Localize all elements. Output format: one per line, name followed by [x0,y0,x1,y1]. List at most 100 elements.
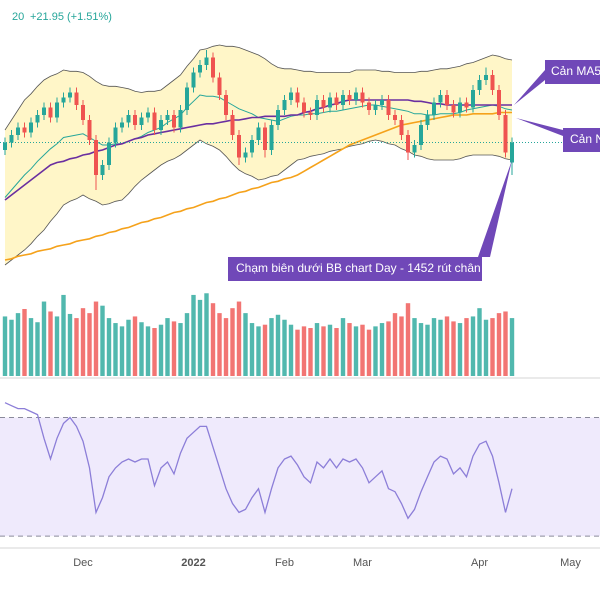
candle-body [165,115,170,120]
volume-bar [347,323,352,376]
candle-body [464,102,469,108]
candle-body [399,120,404,135]
candle-body [217,77,222,95]
candle-body [289,92,293,100]
volume-bar [256,326,261,376]
volume-bar [223,318,229,376]
candle-body [510,142,514,163]
candle-body [211,57,215,78]
volume-bar [392,313,398,376]
volume-bar [321,326,326,376]
candle-body [146,112,150,118]
candle-body [100,165,105,175]
volume-bar [509,318,515,376]
callout: Cản N [516,118,600,152]
volume-bar [106,318,112,376]
candle-body [3,142,7,150]
volume-bar [48,311,53,376]
candle-body [243,152,248,158]
candle-body [191,72,196,88]
volume-bar [438,319,443,376]
volume-bar [249,323,255,376]
candle-body [256,127,261,140]
candle-body [393,115,397,120]
candle-body [471,90,475,108]
callout-text: Cản N [570,132,600,146]
volume-bar [119,326,125,376]
volume-bar [22,308,27,376]
candle-body [74,92,79,105]
volume-bar [191,294,196,376]
candle-body [497,90,501,115]
volume-bar [87,313,92,376]
candle-body [458,102,462,113]
volume-bar [444,316,450,376]
candle-body [61,97,66,103]
candle-body [412,145,417,153]
volume-bar [178,323,183,376]
candle-body [328,97,332,108]
volume-bar [152,328,157,376]
volume-bar [405,303,411,376]
volume-bar [308,328,313,376]
candle-body [373,105,378,110]
candle-body [315,100,319,115]
volume-bar [477,308,482,376]
candle-body [490,75,495,90]
volume-bar [80,308,86,376]
volume-bar [243,313,248,376]
volume-bar [74,318,79,376]
candle-body [360,92,365,103]
callout-box [516,118,600,152]
volume-bar [28,318,34,376]
bb-upper [4,44,513,131]
volume-bar [126,319,131,376]
volume-bar [451,321,456,376]
candle-body [81,105,85,120]
volume-bar [412,318,417,376]
volume-bar [366,329,372,376]
candle-body [432,102,436,115]
volume-bar [334,328,339,376]
candle-body [484,75,488,80]
candle-body [16,127,20,135]
volume-bar [490,318,495,376]
volume-bar [262,324,268,376]
candle-body [347,95,352,100]
candle-body [224,95,228,115]
volume-bar [425,324,430,376]
volume-bar [35,322,40,376]
candle-body [282,100,287,110]
x-tick-label: May [560,557,581,569]
candle-body [308,112,313,115]
candle-body [445,95,449,105]
x-tick-label: 2022 [181,557,205,569]
volume-bar [379,323,385,376]
volume-bar [373,326,378,376]
candle-body [198,65,202,73]
candle-body [113,127,118,143]
volume-bar [275,314,281,376]
volume-bar [503,311,508,376]
candle-body [42,107,46,115]
x-tick-label: Dec [73,557,93,569]
candle-body [9,135,14,143]
candle-body [276,110,280,125]
candle-body [230,115,235,135]
candle-body [159,120,163,130]
callout-text: Cản MA50 [551,64,600,78]
candle-body [120,122,124,128]
candle-body [55,102,59,118]
volume-bar [360,324,365,376]
candle-body [302,102,306,113]
candle-body [237,135,241,158]
callout: Cản MA50 [514,60,600,105]
volume-bar [145,326,151,376]
volume-bar [100,305,105,376]
callout-box [228,160,512,281]
candle-body [250,140,254,153]
candle-body [419,125,423,145]
volume-bar [61,294,66,376]
volume-bar [431,318,437,376]
